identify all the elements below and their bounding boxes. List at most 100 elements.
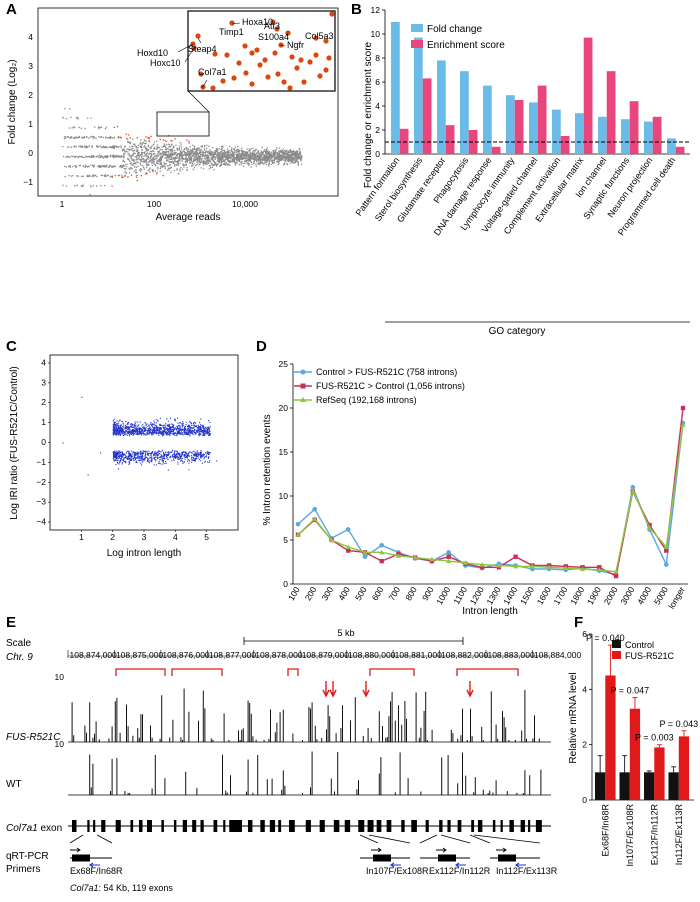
f-ytick-label: 4 bbox=[582, 684, 587, 694]
d-xtick-label: 3000 bbox=[618, 585, 636, 607]
exon-track-label: Col7a1 exon bbox=[6, 823, 62, 834]
f-ylabel: Relative mRNA level bbox=[568, 672, 579, 763]
series-point bbox=[429, 556, 435, 562]
coord-label: 108,880,000 bbox=[348, 650, 396, 660]
series-point bbox=[630, 484, 636, 490]
coord-label: 108,875,000 bbox=[116, 650, 164, 660]
series-point bbox=[529, 563, 535, 569]
exon-block bbox=[319, 820, 325, 832]
panel-e: E Scale Chr. 9 5 kb 108,874,000 108,875,0… bbox=[6, 614, 581, 893]
bar-fold bbox=[437, 60, 446, 154]
series-point bbox=[563, 565, 569, 571]
a-ytick: 1 bbox=[28, 119, 33, 129]
series-point bbox=[647, 522, 652, 528]
error-bar bbox=[622, 755, 628, 773]
series-point bbox=[580, 566, 586, 572]
d-xlabel: Intron length bbox=[462, 606, 518, 617]
error-bar bbox=[681, 730, 687, 737]
gene-label: S100a4 bbox=[258, 32, 289, 42]
primer-diagrams bbox=[69, 834, 541, 868]
bar-enrich bbox=[629, 101, 639, 154]
track-wt bbox=[89, 751, 542, 795]
inset-point bbox=[231, 75, 237, 81]
a-xtick: 100 bbox=[147, 199, 161, 209]
d-xtick-label: 800 bbox=[403, 585, 419, 603]
series-point bbox=[379, 549, 385, 555]
primer-arrow-rev bbox=[515, 862, 526, 868]
primers-label-1: qRT-PCR bbox=[6, 851, 49, 862]
inset-point bbox=[229, 20, 235, 26]
d-xtick-label: 2000 bbox=[602, 585, 620, 607]
legend-swatch-fus bbox=[612, 651, 621, 659]
error-bar bbox=[597, 755, 603, 773]
bar-enrich bbox=[468, 130, 478, 154]
scale-label: Scale bbox=[6, 638, 31, 649]
d-ytick-label: 20 bbox=[279, 403, 289, 413]
inset-point bbox=[287, 85, 293, 91]
f-ytick-label: 0 bbox=[582, 795, 587, 805]
gene-label: Hoxa10 bbox=[242, 17, 273, 27]
inset-box bbox=[187, 10, 336, 92]
primer-name: Ex68F/In68R bbox=[70, 866, 123, 876]
retention-arrow bbox=[322, 681, 330, 698]
inset-point bbox=[281, 79, 287, 85]
retention-bracket bbox=[456, 668, 519, 676]
exon-block bbox=[528, 820, 531, 832]
a-xlabel: Average reads bbox=[156, 212, 221, 223]
bar-enrich bbox=[514, 100, 524, 154]
bar-enrich bbox=[560, 136, 570, 154]
zoom-line bbox=[359, 834, 379, 844]
gene-label: Col7a1 bbox=[198, 67, 227, 77]
f-category-label: In112F/Ex113R bbox=[674, 804, 684, 866]
bar-fold bbox=[644, 121, 653, 154]
inset-labels: Hoxa10 Steap4 Timp1 Atf3 S100a4 Ngfr Col… bbox=[137, 17, 334, 77]
exon-block bbox=[520, 820, 526, 832]
p-value-label: P = 0.047 bbox=[610, 686, 649, 696]
bar-control bbox=[619, 772, 630, 800]
d-xtick-label: 1800 bbox=[568, 585, 586, 607]
a-ytick: 4 bbox=[28, 32, 33, 42]
inset-point bbox=[274, 26, 280, 32]
p-value-label: P = 0.003 bbox=[635, 733, 674, 743]
inset-point bbox=[220, 78, 226, 84]
series-point bbox=[446, 554, 451, 559]
bar-enrich bbox=[652, 116, 662, 154]
series-point bbox=[312, 516, 318, 521]
bar-enrich bbox=[491, 146, 501, 154]
series-point bbox=[479, 562, 485, 567]
inset-point bbox=[313, 52, 319, 58]
c-ytick-label: 1 bbox=[41, 417, 46, 427]
series-point bbox=[479, 565, 485, 570]
bar-fold bbox=[575, 113, 584, 154]
panel-a-xticks: 1 100 10,000 bbox=[60, 199, 259, 209]
bar-fold bbox=[483, 85, 492, 154]
zoom-line bbox=[440, 834, 471, 844]
series-point bbox=[513, 554, 518, 559]
d-xtick-label: 4000 bbox=[635, 585, 653, 607]
gene-label: Hoxc10 bbox=[150, 58, 181, 68]
panel-c-ticks: 4 3 2 1 0 −1 −2 −3 −4 1 2 3 4 5 bbox=[36, 357, 209, 542]
series-point bbox=[446, 558, 452, 564]
inset-point bbox=[289, 54, 295, 60]
series-point bbox=[346, 548, 351, 553]
zoom-box bbox=[156, 111, 210, 137]
coord-label: 108,876,000 bbox=[162, 650, 210, 660]
bar-enrich bbox=[675, 146, 685, 154]
coverage-bars-wt bbox=[89, 751, 542, 795]
series-point bbox=[362, 554, 368, 560]
d-xtick-label: 300 bbox=[319, 585, 335, 603]
exon-block bbox=[130, 820, 134, 832]
d-xtick-label: 1300 bbox=[484, 585, 502, 607]
bar-control bbox=[644, 772, 655, 800]
c-xtick-label: 3 bbox=[142, 532, 147, 542]
primer-exon bbox=[373, 854, 391, 862]
c-xlabel: Log intron length bbox=[107, 548, 182, 559]
primer-arrow-fwd bbox=[496, 847, 507, 853]
d-xtick-label: 700 bbox=[386, 585, 402, 603]
c-ytick-label: 2 bbox=[41, 397, 46, 407]
series-line bbox=[297, 407, 684, 578]
exon-block bbox=[161, 820, 164, 832]
exon-block bbox=[500, 820, 503, 832]
d-xtick-label: 1400 bbox=[501, 585, 519, 607]
